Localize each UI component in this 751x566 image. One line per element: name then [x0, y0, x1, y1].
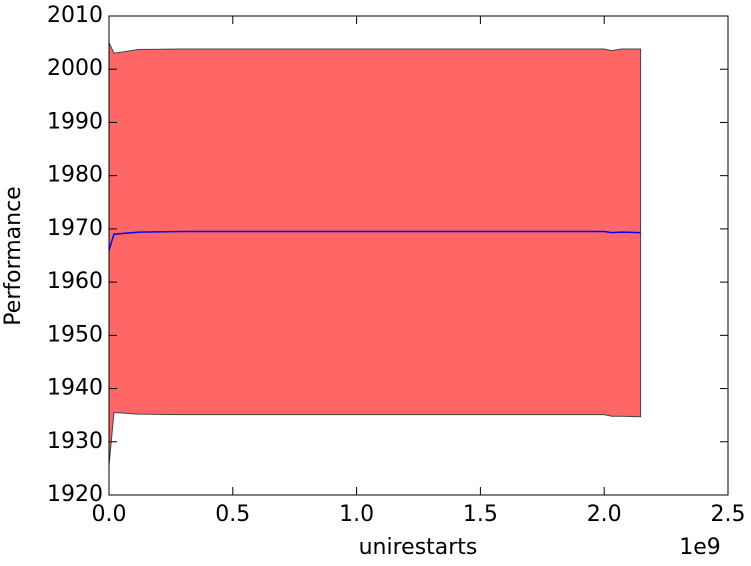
x-tick-label: 1.5 — [463, 502, 498, 527]
x-tick-label: 2.5 — [711, 502, 746, 527]
y-tick-label: 1960 — [47, 269, 103, 294]
mean-line — [108, 230, 641, 251]
y-tick-label: 1980 — [47, 163, 103, 188]
x-tick-label: 2.0 — [587, 502, 622, 527]
y-tick-label: 1970 — [47, 216, 103, 241]
y-tick-label: 1990 — [47, 109, 103, 134]
y-tick-label: 2000 — [47, 56, 103, 81]
x-tick-label: 0.5 — [215, 502, 250, 527]
y-tick-label: 1920 — [47, 482, 103, 507]
y-tick-label: 1930 — [47, 429, 103, 454]
plot-area — [108, 42, 642, 466]
y-tick-label: 1950 — [47, 322, 103, 347]
y-tick-label: 2010 — [47, 3, 103, 28]
x-tick-label: 0.0 — [92, 502, 127, 527]
y-tick-label: 1940 — [47, 376, 103, 401]
band-area — [108, 42, 642, 466]
x-tick-label: 1.0 — [339, 502, 374, 527]
y-axis-label: Performance — [1, 186, 26, 325]
axes-frame — [108, 15, 729, 496]
x-offset-label: 1e9 — [679, 535, 721, 560]
x-axis-label: unirestarts — [359, 535, 478, 560]
